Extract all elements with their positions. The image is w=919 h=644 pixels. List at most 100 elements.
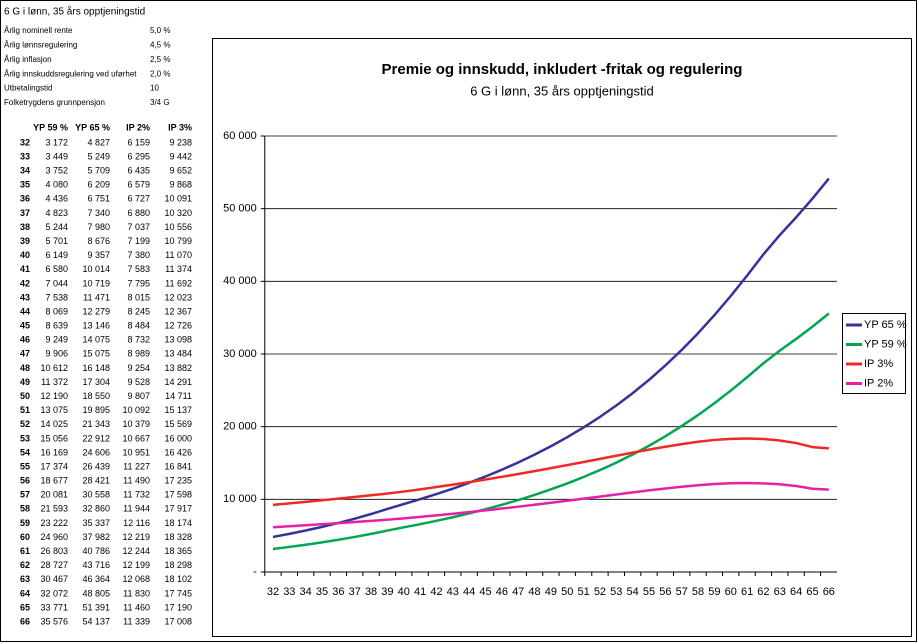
table-cell: 3 172 [45, 137, 68, 147]
table-cell: 8 676 [87, 236, 110, 246]
table-header: IP 2% [126, 122, 150, 132]
x-tick-label: 53 [610, 586, 622, 598]
table-cell: 8 639 [45, 321, 68, 331]
table-cell: 11 339 [123, 616, 150, 626]
table-header: YP 59 % [33, 122, 68, 132]
table-cell: 6 435 [127, 166, 150, 176]
param-label: Årlig inflasjon [4, 55, 52, 64]
table-cell: 9 254 [127, 363, 150, 373]
table-cell: 11 692 [165, 278, 192, 288]
table-age: 60 [20, 532, 30, 542]
table-age: 65 [20, 602, 30, 612]
x-tick-label: 62 [757, 586, 769, 598]
table-cell: 14 711 [165, 391, 192, 401]
table-cell: 35 337 [82, 518, 110, 528]
table-cell: 15 075 [82, 349, 110, 359]
table-age: 37 [20, 208, 30, 218]
y-tick-label: - [253, 566, 257, 578]
param-value: 5,0 % [150, 26, 170, 35]
chart-frame [212, 38, 912, 637]
table-cell: 11 070 [165, 250, 192, 260]
x-tick-label: 42 [430, 586, 442, 598]
legend-box [842, 313, 906, 394]
table-cell: 6 580 [45, 264, 68, 274]
table-cell: 14 025 [40, 419, 68, 429]
x-tick-label: 49 [545, 586, 557, 598]
table-cell: 6 579 [127, 180, 150, 190]
x-tick-label: 61 [741, 586, 753, 598]
table-cell: 13 882 [164, 363, 192, 373]
table-cell: 7 583 [127, 264, 150, 274]
x-tick-label: 57 [676, 586, 688, 598]
table-age: 66 [20, 616, 30, 626]
table-cell: 4 827 [87, 137, 110, 147]
table-cell: 8 989 [127, 349, 150, 359]
param-label: Utbetalingstid [4, 84, 52, 93]
table-cell: 16 148 [82, 363, 110, 373]
table-cell: 10 799 [164, 236, 192, 246]
x-tick-label: 66 [823, 586, 835, 598]
table-cell: 10 091 [164, 194, 192, 204]
table-age: 47 [20, 349, 30, 359]
table-cell: 18 298 [164, 560, 192, 570]
param-label: Folketrygdens grunnpensjon [4, 98, 105, 107]
x-tick-label: 55 [643, 586, 655, 598]
table-cell: 4 436 [45, 194, 68, 204]
table-cell: 7 380 [127, 250, 150, 260]
table-cell: 17 190 [164, 602, 192, 612]
table-age: 42 [20, 278, 30, 288]
table-cell: 15 569 [164, 419, 192, 429]
table-cell: 16 841 [164, 461, 192, 471]
legend-label: IP 2% [864, 377, 893, 389]
table-cell: 8 245 [127, 306, 150, 316]
param-value: 2,0 % [150, 69, 170, 78]
table-cell: 24 960 [40, 532, 68, 542]
table-cell: 16 169 [40, 447, 68, 457]
table-age: 46 [20, 335, 30, 345]
table-cell: 13 484 [164, 349, 192, 359]
table-cell: 12 116 [123, 518, 150, 528]
table-age: 35 [20, 180, 30, 190]
table-cell: 17 374 [40, 461, 68, 471]
x-tick-label: 47 [512, 586, 524, 598]
chart-title: Premie og innskudd, inkludert -fritak og… [382, 61, 743, 78]
table-cell: 12 367 [164, 306, 192, 316]
table-cell: 9 652 [169, 166, 192, 176]
table-cell: 3 449 [45, 151, 68, 161]
x-tick-label: 58 [692, 586, 704, 598]
table-cell: 18 328 [164, 532, 192, 542]
table-cell: 8 069 [45, 306, 68, 316]
table-cell: 12 023 [164, 292, 192, 302]
table-cell: 9 442 [169, 151, 192, 161]
table-cell: 16 000 [164, 433, 192, 443]
table-age: 54 [20, 447, 30, 457]
table-age: 34 [20, 166, 30, 176]
param-value: 10 [150, 84, 159, 93]
table-age: 56 [20, 476, 30, 486]
table-cell: 4 823 [45, 208, 68, 218]
table-cell: 10 667 [122, 433, 150, 443]
table-cell: 12 219 [122, 532, 150, 542]
table-cell: 6 159 [127, 137, 150, 147]
table-age: 45 [20, 321, 30, 331]
x-tick-label: 59 [708, 586, 720, 598]
table-age: 43 [20, 292, 30, 302]
x-tick-label: 35 [316, 586, 328, 598]
series-line [272, 177, 830, 539]
table-cell: 12 190 [40, 391, 68, 401]
table-age: 38 [20, 222, 30, 232]
table-cell: 18 102 [164, 574, 192, 584]
table-cell: 8 732 [127, 335, 150, 345]
table-age: 48 [20, 363, 30, 373]
table-age: 32 [20, 137, 30, 147]
x-tick-label: 54 [627, 586, 639, 598]
table-age: 39 [20, 236, 30, 246]
table-age: 55 [20, 461, 30, 471]
table-cell: 6 751 [87, 194, 110, 204]
table-cell: 37 982 [82, 532, 110, 542]
table-age: 58 [20, 504, 30, 514]
x-tick-label: 60 [725, 586, 737, 598]
series-line [272, 481, 829, 529]
table-cell: 14 291 [164, 377, 192, 387]
